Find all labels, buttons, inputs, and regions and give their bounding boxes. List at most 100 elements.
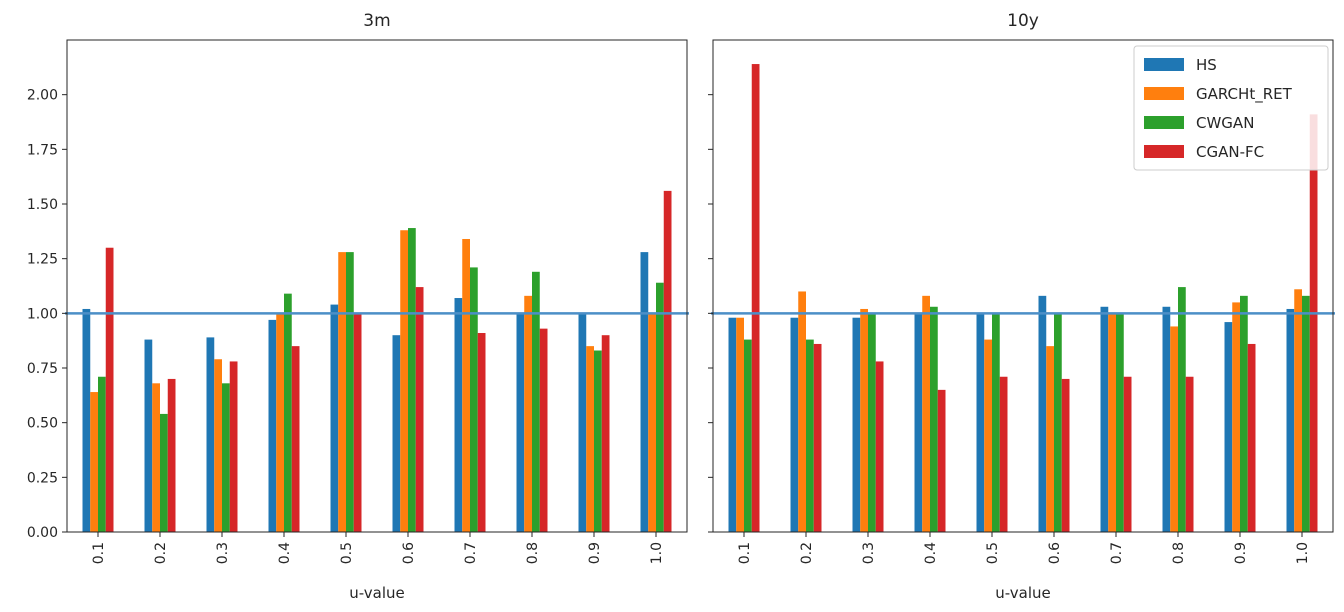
bar-GARCHt_RET-0.7 xyxy=(462,238,470,533)
bar-CWGAN-0.2 xyxy=(160,413,168,532)
legend-swatch-HS xyxy=(1144,58,1184,71)
bar-CGAN-FC-0.5 xyxy=(353,313,362,532)
bar-CGAN-FC-0.4 xyxy=(937,389,946,532)
bar-CWGAN-0.6 xyxy=(1054,313,1062,532)
bar-CWGAN-0.6 xyxy=(408,228,416,533)
x-tick-label: 0.6 xyxy=(401,542,417,564)
bar-CGAN-FC-0.6 xyxy=(415,287,424,532)
bar-GARCHt_RET-0.4 xyxy=(922,295,930,532)
bar-GARCHt_RET-0.9 xyxy=(1232,302,1240,532)
legend-box xyxy=(1133,45,1329,171)
bar-HS-0.1 xyxy=(82,308,91,532)
bar-HS-1.0 xyxy=(1286,308,1295,532)
bar-CGAN-FC-0.3 xyxy=(875,361,884,532)
bar-CWGAN-0.3 xyxy=(222,383,230,532)
bar-CGAN-FC-0.7 xyxy=(1123,376,1132,532)
bar-GARCHt_RET-0.9 xyxy=(586,346,594,532)
axes-frame xyxy=(712,39,1334,533)
legend: HS GARCHt_RET CWGAN CGAN-FC xyxy=(1133,45,1329,171)
bar-CGAN-FC-0.8 xyxy=(1185,376,1194,532)
x-tick-label: 0.1 xyxy=(737,542,753,564)
x-tick-label: 0.4 xyxy=(277,542,293,564)
bar-GARCHt_RET-0.6 xyxy=(1046,346,1054,532)
x-axis-label: u-value xyxy=(995,584,1051,602)
bar-CGAN-FC-1.0 xyxy=(1309,114,1318,532)
chart-panel-3m: 3m 0.00 0.25 0.50 0.75 1.00 1.25 1.50 1.75 2.00 0.… xyxy=(27,11,689,602)
bar-HS-0.4 xyxy=(914,313,923,532)
bar-GARCHt_RET-0.2 xyxy=(152,383,160,532)
bar-CWGAN-0.5 xyxy=(992,313,1000,532)
y-tick-label: 1.25 xyxy=(27,252,58,268)
x-tick-label: 0.3 xyxy=(215,542,231,564)
x-tick-label: 1.0 xyxy=(1295,542,1311,564)
bar-CWGAN-0.1 xyxy=(98,376,106,532)
legend-label: HS xyxy=(1196,56,1217,74)
bar-HS-0.9 xyxy=(1224,322,1233,532)
bar-GARCHt_RET-0.5 xyxy=(338,252,346,533)
bar-CWGAN-0.4 xyxy=(930,306,938,532)
bar-CGAN-FC-0.1 xyxy=(751,64,760,533)
y-tick-label: 1.75 xyxy=(27,142,58,158)
bar-HS-0.8 xyxy=(516,313,525,532)
x-tick-label: 0.6 xyxy=(1047,542,1063,564)
bar-CWGAN-0.3 xyxy=(868,313,876,532)
bar-CGAN-FC-0.1 xyxy=(105,247,114,533)
bar-GARCHt_RET-1.0 xyxy=(1294,289,1302,532)
bar-CGAN-FC-0.7 xyxy=(477,333,486,532)
bar-CWGAN-0.9 xyxy=(1240,295,1248,532)
x-tick-label: 0.1 xyxy=(91,542,107,564)
bar-CWGAN-0.4 xyxy=(284,293,292,532)
bar-CGAN-FC-0.4 xyxy=(291,346,300,532)
bar-HS-0.5 xyxy=(330,304,339,532)
bar-HS-0.3 xyxy=(852,317,861,532)
bar-HS-0.1 xyxy=(728,317,737,532)
bar-CGAN-FC-0.3 xyxy=(229,361,238,532)
x-tick-label: 0.8 xyxy=(1171,542,1187,564)
bar-HS-0.4 xyxy=(268,319,277,532)
bar-HS-0.2 xyxy=(790,317,799,532)
bar-GARCHt_RET-0.8 xyxy=(1170,326,1178,532)
bar-HS-1.0 xyxy=(640,252,649,533)
legend-swatch-GARCHt_RET xyxy=(1144,87,1184,100)
bar-GARCHt_RET-1.0 xyxy=(648,313,656,532)
bar-HS-0.7 xyxy=(1100,306,1109,532)
bar-GARCHt_RET-0.8 xyxy=(524,295,532,532)
bar-CWGAN-0.2 xyxy=(806,339,814,532)
legend-label: CWGAN xyxy=(1196,114,1254,132)
y-tick-label: 0.00 xyxy=(27,525,58,541)
bar-CWGAN-1.0 xyxy=(1302,295,1310,532)
legend-swatch-CGAN-FC xyxy=(1144,145,1184,158)
bar-CWGAN-0.1 xyxy=(744,339,752,532)
bar-HS-0.7 xyxy=(454,298,463,532)
bar-GARCHt_RET-0.1 xyxy=(736,317,744,532)
y-tick-label: 1.50 xyxy=(27,197,58,213)
bar-CGAN-FC-0.6 xyxy=(1061,378,1070,532)
bar-CGAN-FC-0.2 xyxy=(813,343,822,532)
bar-CWGAN-0.7 xyxy=(470,267,478,532)
bar-CWGAN-1.0 xyxy=(656,282,664,532)
bar-CWGAN-0.8 xyxy=(532,271,540,532)
chart-title: 10y xyxy=(1007,11,1039,31)
y-tick-label: 1.00 xyxy=(27,306,58,322)
bar-CWGAN-0.9 xyxy=(594,350,602,532)
y-tick-label: 0.25 xyxy=(27,470,58,486)
bar-GARCHt_RET-0.3 xyxy=(214,359,222,532)
axes-frame xyxy=(66,39,688,533)
bar-CWGAN-0.5 xyxy=(346,252,354,533)
bar-CWGAN-0.8 xyxy=(1178,287,1186,532)
x-tick-label: 0.9 xyxy=(1233,542,1249,564)
bar-GARCHt_RET-0.4 xyxy=(276,313,284,532)
bar-CGAN-FC-1.0 xyxy=(663,190,672,532)
bar-CGAN-FC-0.9 xyxy=(1247,343,1256,532)
bar-HS-0.8 xyxy=(1162,306,1171,532)
bar-GARCHt_RET-0.2 xyxy=(798,291,806,532)
bar-HS-0.9 xyxy=(578,313,587,532)
x-tick-label: 0.4 xyxy=(923,542,939,564)
bar-CGAN-FC-0.2 xyxy=(167,378,176,532)
bar-GARCHt_RET-0.1 xyxy=(90,392,98,532)
legend-swatch-CWGAN xyxy=(1144,116,1184,129)
bar-GARCHt_RET-0.6 xyxy=(400,230,408,533)
y-tick-label: 0.75 xyxy=(27,361,58,377)
bar-CWGAN-0.7 xyxy=(1116,313,1124,532)
